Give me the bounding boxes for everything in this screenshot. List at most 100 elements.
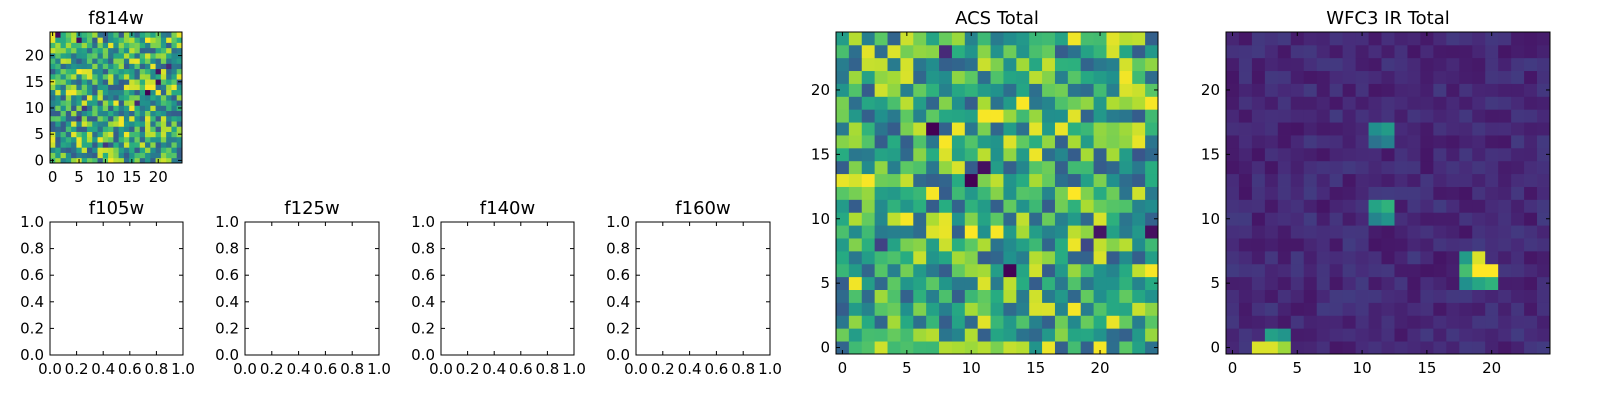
heatmap-cell <box>1290 302 1305 316</box>
heatmap-cell <box>55 136 61 143</box>
heatmap-cell <box>1368 302 1382 316</box>
heatmap-cell <box>86 89 93 96</box>
heatmap-cell <box>848 263 863 278</box>
heatmap-cell <box>1420 263 1434 278</box>
heatmap-cell <box>1067 70 1082 84</box>
heatmap-cell <box>171 94 178 101</box>
heatmap-cell <box>1381 276 1395 290</box>
heatmap-cell <box>1524 212 1538 226</box>
heatmap-cell <box>836 160 850 175</box>
heatmap-cell <box>1446 109 1460 123</box>
heatmap-cell <box>1355 83 1369 97</box>
heatmap-cell <box>1407 199 1421 213</box>
heatmap-cell <box>964 199 979 213</box>
heatmap-cell <box>990 173 1004 187</box>
heatmap-cell <box>1277 122 1292 136</box>
heatmap-cell <box>145 73 151 80</box>
heatmap-cell <box>1446 186 1460 200</box>
heatmap-cell <box>1368 173 1382 187</box>
y-tick-label: 0 <box>820 339 830 357</box>
heatmap-cell <box>81 126 88 132</box>
heatmap-cell <box>1472 341 1486 355</box>
heatmap-cell <box>102 84 109 91</box>
heatmap-cell <box>1145 122 1159 136</box>
heatmap-cell <box>97 94 104 101</box>
heatmap-cell <box>939 135 953 149</box>
heatmap-cell <box>900 315 914 329</box>
heatmap-cell <box>874 32 888 46</box>
heatmap-cell <box>97 68 104 75</box>
x-tick-label: 0.2 <box>456 360 480 378</box>
heatmap-cell <box>990 225 1004 239</box>
heatmap-cell <box>1498 70 1512 84</box>
heatmap-cell <box>861 32 876 46</box>
heatmap-cell <box>926 276 940 290</box>
heatmap-cell <box>1355 109 1369 123</box>
heatmap-cell <box>1067 341 1082 355</box>
heatmap-cell <box>92 126 98 132</box>
heatmap-cell <box>1093 147 1107 162</box>
heatmap-cell <box>113 42 120 49</box>
heatmap-cell <box>1238 302 1253 316</box>
heatmap-cell <box>1080 276 1094 290</box>
heatmap-cell <box>129 89 135 96</box>
heatmap-cell <box>176 152 183 159</box>
heatmap-cell <box>836 186 850 200</box>
heatmap-cell <box>1511 83 1525 97</box>
heatmap-cell <box>1485 341 1499 355</box>
heatmap-cell <box>926 44 940 59</box>
heatmap-cell <box>1316 212 1331 226</box>
heatmap-cell <box>176 63 183 70</box>
heatmap-cell <box>1433 341 1447 355</box>
y-tick-label: 0 <box>34 151 44 169</box>
heatmap-cell <box>65 58 72 64</box>
heatmap-cell <box>874 122 888 136</box>
heatmap-cell <box>836 32 850 46</box>
heatmap-cell <box>1080 225 1094 239</box>
heatmap-cell <box>1498 160 1512 175</box>
heatmap-cell <box>65 100 72 106</box>
heatmap-cell <box>155 105 162 111</box>
heatmap-cell <box>155 121 162 127</box>
heatmap-cell <box>1003 122 1017 136</box>
x-tick-label: 1.0 <box>562 360 586 378</box>
heatmap-cell <box>1381 135 1395 149</box>
heatmap-cell <box>874 147 888 162</box>
heatmap-cell <box>990 147 1004 162</box>
heatmap-cell <box>160 94 167 101</box>
heatmap-cell <box>145 131 151 138</box>
heatmap-cell <box>1368 109 1382 123</box>
heatmap-cell <box>150 47 156 54</box>
heatmap-cell <box>102 136 109 143</box>
heatmap-cell <box>81 100 88 106</box>
heatmap-cell <box>1042 160 1056 175</box>
heatmap-cell <box>1329 341 1344 355</box>
heatmap-cell <box>145 47 151 54</box>
heatmap-cell <box>155 142 162 148</box>
heatmap-cell <box>1277 32 1292 46</box>
heatmap-cell <box>1368 225 1382 239</box>
panel-f105w: 0.0 0.2 0.4 0.6 0.8 1.00.00.20.40.60.81.0f105… <box>20 198 195 378</box>
heatmap-cell <box>166 47 172 54</box>
heatmap-cell <box>123 100 130 106</box>
heatmap-cell <box>1226 212 1240 226</box>
heatmap-cell <box>145 147 151 153</box>
heatmap-cell <box>836 341 850 355</box>
heatmap-cell <box>977 109 991 123</box>
heatmap-cell <box>1316 83 1331 97</box>
heatmap-cell <box>97 115 104 122</box>
heatmap-cell <box>1303 328 1318 342</box>
heatmap-cell <box>1459 302 1473 316</box>
heatmap-cell <box>1238 289 1253 303</box>
heatmap-cell <box>171 79 178 85</box>
heatmap-cell <box>1226 135 1240 149</box>
heatmap-cell <box>964 328 979 342</box>
heatmap-cell <box>166 115 172 122</box>
heatmap-cell <box>1119 302 1133 316</box>
heatmap-cell <box>990 160 1004 175</box>
heatmap-cell <box>1498 289 1512 303</box>
heatmap-cell <box>1394 302 1408 316</box>
heatmap-cell <box>836 263 850 278</box>
heatmap-cell <box>926 238 940 252</box>
heatmap-cell <box>97 126 104 132</box>
